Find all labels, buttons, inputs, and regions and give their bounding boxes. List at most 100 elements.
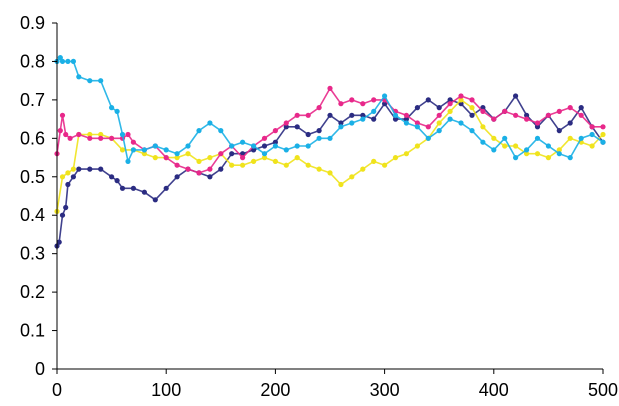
series-4-point-50 [534,135,541,141]
series-1-point-9 [98,166,104,172]
series-2-point-2 [59,174,66,180]
y-tick-label-8: 0.8 [20,51,45,71]
series-3-point-26 [283,120,289,126]
x-tick-label-4: 400 [479,380,509,400]
series-2-point-20 [240,162,246,168]
series-1-point-33 [349,112,355,118]
series-3-point-28 [305,112,311,118]
series-4-point-47 [502,135,508,141]
series-4-point-9 [109,105,115,111]
series-4-point-16 [163,147,169,153]
series-3-point-52 [567,105,573,111]
series-3-point-39 [425,124,431,130]
series-4-point-27 [283,147,289,153]
series-4-point-31 [327,135,333,141]
series-2-point-26 [305,162,311,168]
series-3-point-19 [207,166,213,172]
series-2-point-16 [196,158,202,164]
series-4-point-15 [152,143,158,149]
series-1-point-14 [141,189,147,195]
series-3 [54,85,606,176]
series-3-point-3 [59,112,66,118]
series-4-point-41 [436,128,442,134]
series-4-point-12 [125,158,131,164]
series-1-point-15 [152,197,158,203]
series-1-point-53 [567,120,573,126]
series-2-point-6 [87,131,93,138]
series-3-point-29 [316,105,322,111]
y-tick-label-4: 0.4 [20,205,45,225]
series-3-point-8 [98,135,104,141]
series-1-point-16 [163,185,169,191]
series-4-point-36 [382,93,388,99]
series-4-point-37 [392,112,399,118]
series-2-point-19 [229,162,235,168]
series-3-point-33 [360,101,366,107]
series-2-point-43 [491,135,497,141]
series-1-point-38 [403,116,409,122]
series-3-point-43 [469,97,475,103]
series-4-point-35 [371,108,377,114]
series-2-point-27 [316,166,322,172]
series-2-point-53 [600,131,606,138]
series-2-point-39 [447,108,453,114]
series-3-point-9 [109,135,115,141]
series-4-point-11 [119,131,126,138]
series-3-point-22 [240,155,246,161]
series-4-point-28 [294,143,300,149]
series-2-point-29 [338,181,344,188]
series-2-point-31 [360,166,366,172]
series-3-point-7 [87,135,93,141]
y-tick-label-6: 0.6 [20,128,45,148]
series-1-point-39 [414,105,420,111]
plot-area [54,55,606,249]
series-3-point-38 [414,120,420,126]
series-1-point-49 [524,112,530,118]
series-2-point-46 [524,151,530,157]
series-2-point-42 [480,124,486,130]
series-3-point-51 [556,108,562,114]
series-1-point-8 [87,166,93,172]
series-1-point-30 [316,128,322,134]
series-4-point-56 [600,139,606,145]
series-3-point-5 [67,135,73,141]
series-1-point-13 [130,185,136,191]
series-3-point-37 [403,112,409,118]
series-2-point-52 [589,143,595,149]
series-1-point-12 [119,185,126,191]
series-4-point-51 [545,143,552,149]
series-4-point-22 [229,143,235,149]
series-2-point-9 [119,147,126,153]
series-4-point-18 [185,143,191,149]
y-tick-label-1: 0.1 [20,321,45,341]
series-4-point-53 [567,155,573,161]
series-1-point-32 [338,120,344,126]
series-4-point-39 [414,124,420,130]
series-4-point-44 [469,128,475,134]
series-1-point-26 [272,139,278,145]
series-4-point-33 [349,120,355,126]
series-4-point-2 [57,55,63,61]
series-2-point-38 [436,120,442,126]
series-2-point-47 [534,151,541,157]
y-tick-label-5: 0.5 [20,167,45,187]
series-1-point-23 [240,151,246,157]
series-4-point-46 [491,147,497,153]
axes: 0 0.1 0.2 0.3 0.4 0.5 0.6 0.7 0.8 0.9 0 100 200 300 40… [20,13,618,400]
series-3-line [56,87,604,174]
series-4-point-54 [578,135,584,141]
series-4-point-52 [556,151,562,157]
series-3-point-4 [63,131,69,138]
series-4-point-20 [207,120,213,126]
series-1-point-21 [218,166,224,172]
series-2-point-48 [545,155,552,161]
series-4-point-55 [589,131,595,138]
series-3-point-17 [185,166,191,172]
series-3-point-44 [480,108,486,114]
series-3-point-54 [589,124,595,130]
series-3-point-53 [578,112,584,118]
series-4-point-34 [360,116,366,122]
series-2-point-25 [294,155,300,161]
series-3-point-42 [458,93,464,99]
series-2-point-11 [141,151,147,157]
